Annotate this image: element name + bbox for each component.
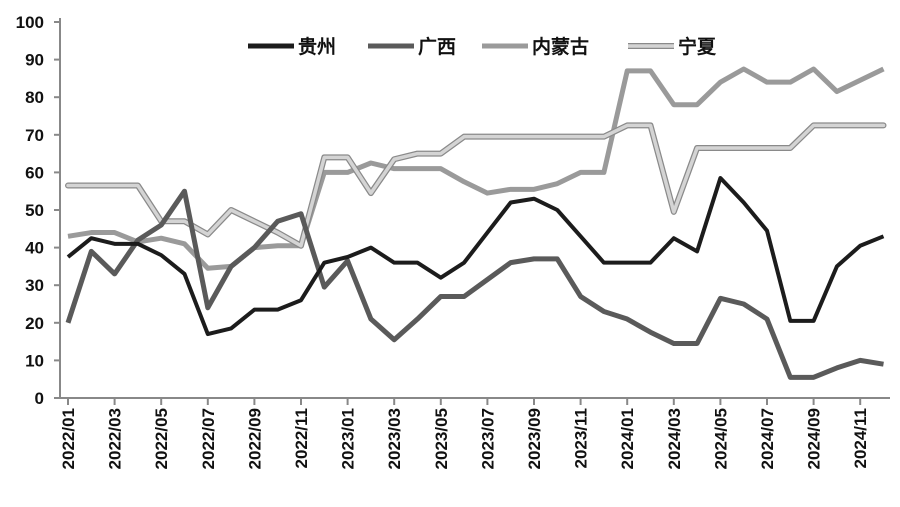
axes: 0 10 20 30 40 50 60 70 80 90 100 2022/01 2022/03 2022…: [16, 13, 890, 469]
legend: 贵州 广西 内蒙古 宁夏: [248, 35, 717, 58]
x-tick-label: 2024/03: [665, 408, 684, 469]
y-tick-label: 20: [25, 314, 44, 333]
series-line: [66, 176, 885, 337]
y-tick-label: 60: [25, 163, 44, 182]
y-tick-label: 90: [25, 51, 44, 70]
x-tick-label: 2023/07: [478, 408, 497, 469]
legend-item: 宁夏: [628, 35, 717, 58]
x-tick-label: 2024/07: [758, 408, 777, 469]
y-tick-label: 50: [25, 201, 44, 220]
x-tick-label: 2022/11: [292, 408, 311, 469]
series-group: [65, 66, 887, 380]
y-tick-label: 100: [16, 13, 44, 32]
y-tick-label: 0: [35, 389, 44, 408]
x-tick-label: 2024/01: [618, 408, 637, 469]
series-line: [67, 66, 885, 271]
y-tick-label: 70: [25, 126, 44, 145]
legend-item: 贵州: [248, 36, 336, 58]
legend-item: 内蒙古: [482, 35, 589, 58]
legend-label: 内蒙古: [532, 35, 589, 58]
series-line: [65, 188, 884, 380]
legend-label: 宁夏: [678, 35, 717, 58]
series-2-line: [65, 188, 884, 380]
x-tick-label: 2022/09: [245, 408, 264, 469]
series-3-line: [67, 66, 885, 271]
x-tick-label: 2023/05: [432, 408, 451, 469]
x-tick-label: 2023/09: [525, 408, 544, 469]
x-tick-label: 2023/03: [385, 408, 404, 469]
x-tick-label: 2022/05: [152, 408, 171, 469]
y-tick-label: 40: [25, 239, 44, 258]
x-tick-label: 2024/05: [711, 408, 730, 469]
y-tick-label: 30: [25, 276, 44, 295]
x-tick-label: 2023/01: [339, 408, 358, 469]
x-tick-label: 2022/07: [199, 408, 218, 469]
y-tick-label: 10: [25, 351, 44, 370]
y-tick-label: 80: [25, 88, 44, 107]
series-line: [66, 123, 886, 248]
x-tick-label: 2023/11: [572, 408, 591, 469]
series-4-line: [65, 122, 887, 249]
x-tick-label: 2022/03: [106, 408, 125, 469]
x-tick-label: 2024/11: [851, 408, 870, 469]
legend-label: 广西: [418, 35, 456, 58]
legend-item: 广西: [368, 35, 456, 58]
legend-label: 贵州: [298, 36, 336, 58]
x-tick-label: 2024/09: [805, 408, 824, 469]
x-tick-label: 2022/01: [59, 408, 78, 469]
series-1-line: [66, 176, 885, 337]
